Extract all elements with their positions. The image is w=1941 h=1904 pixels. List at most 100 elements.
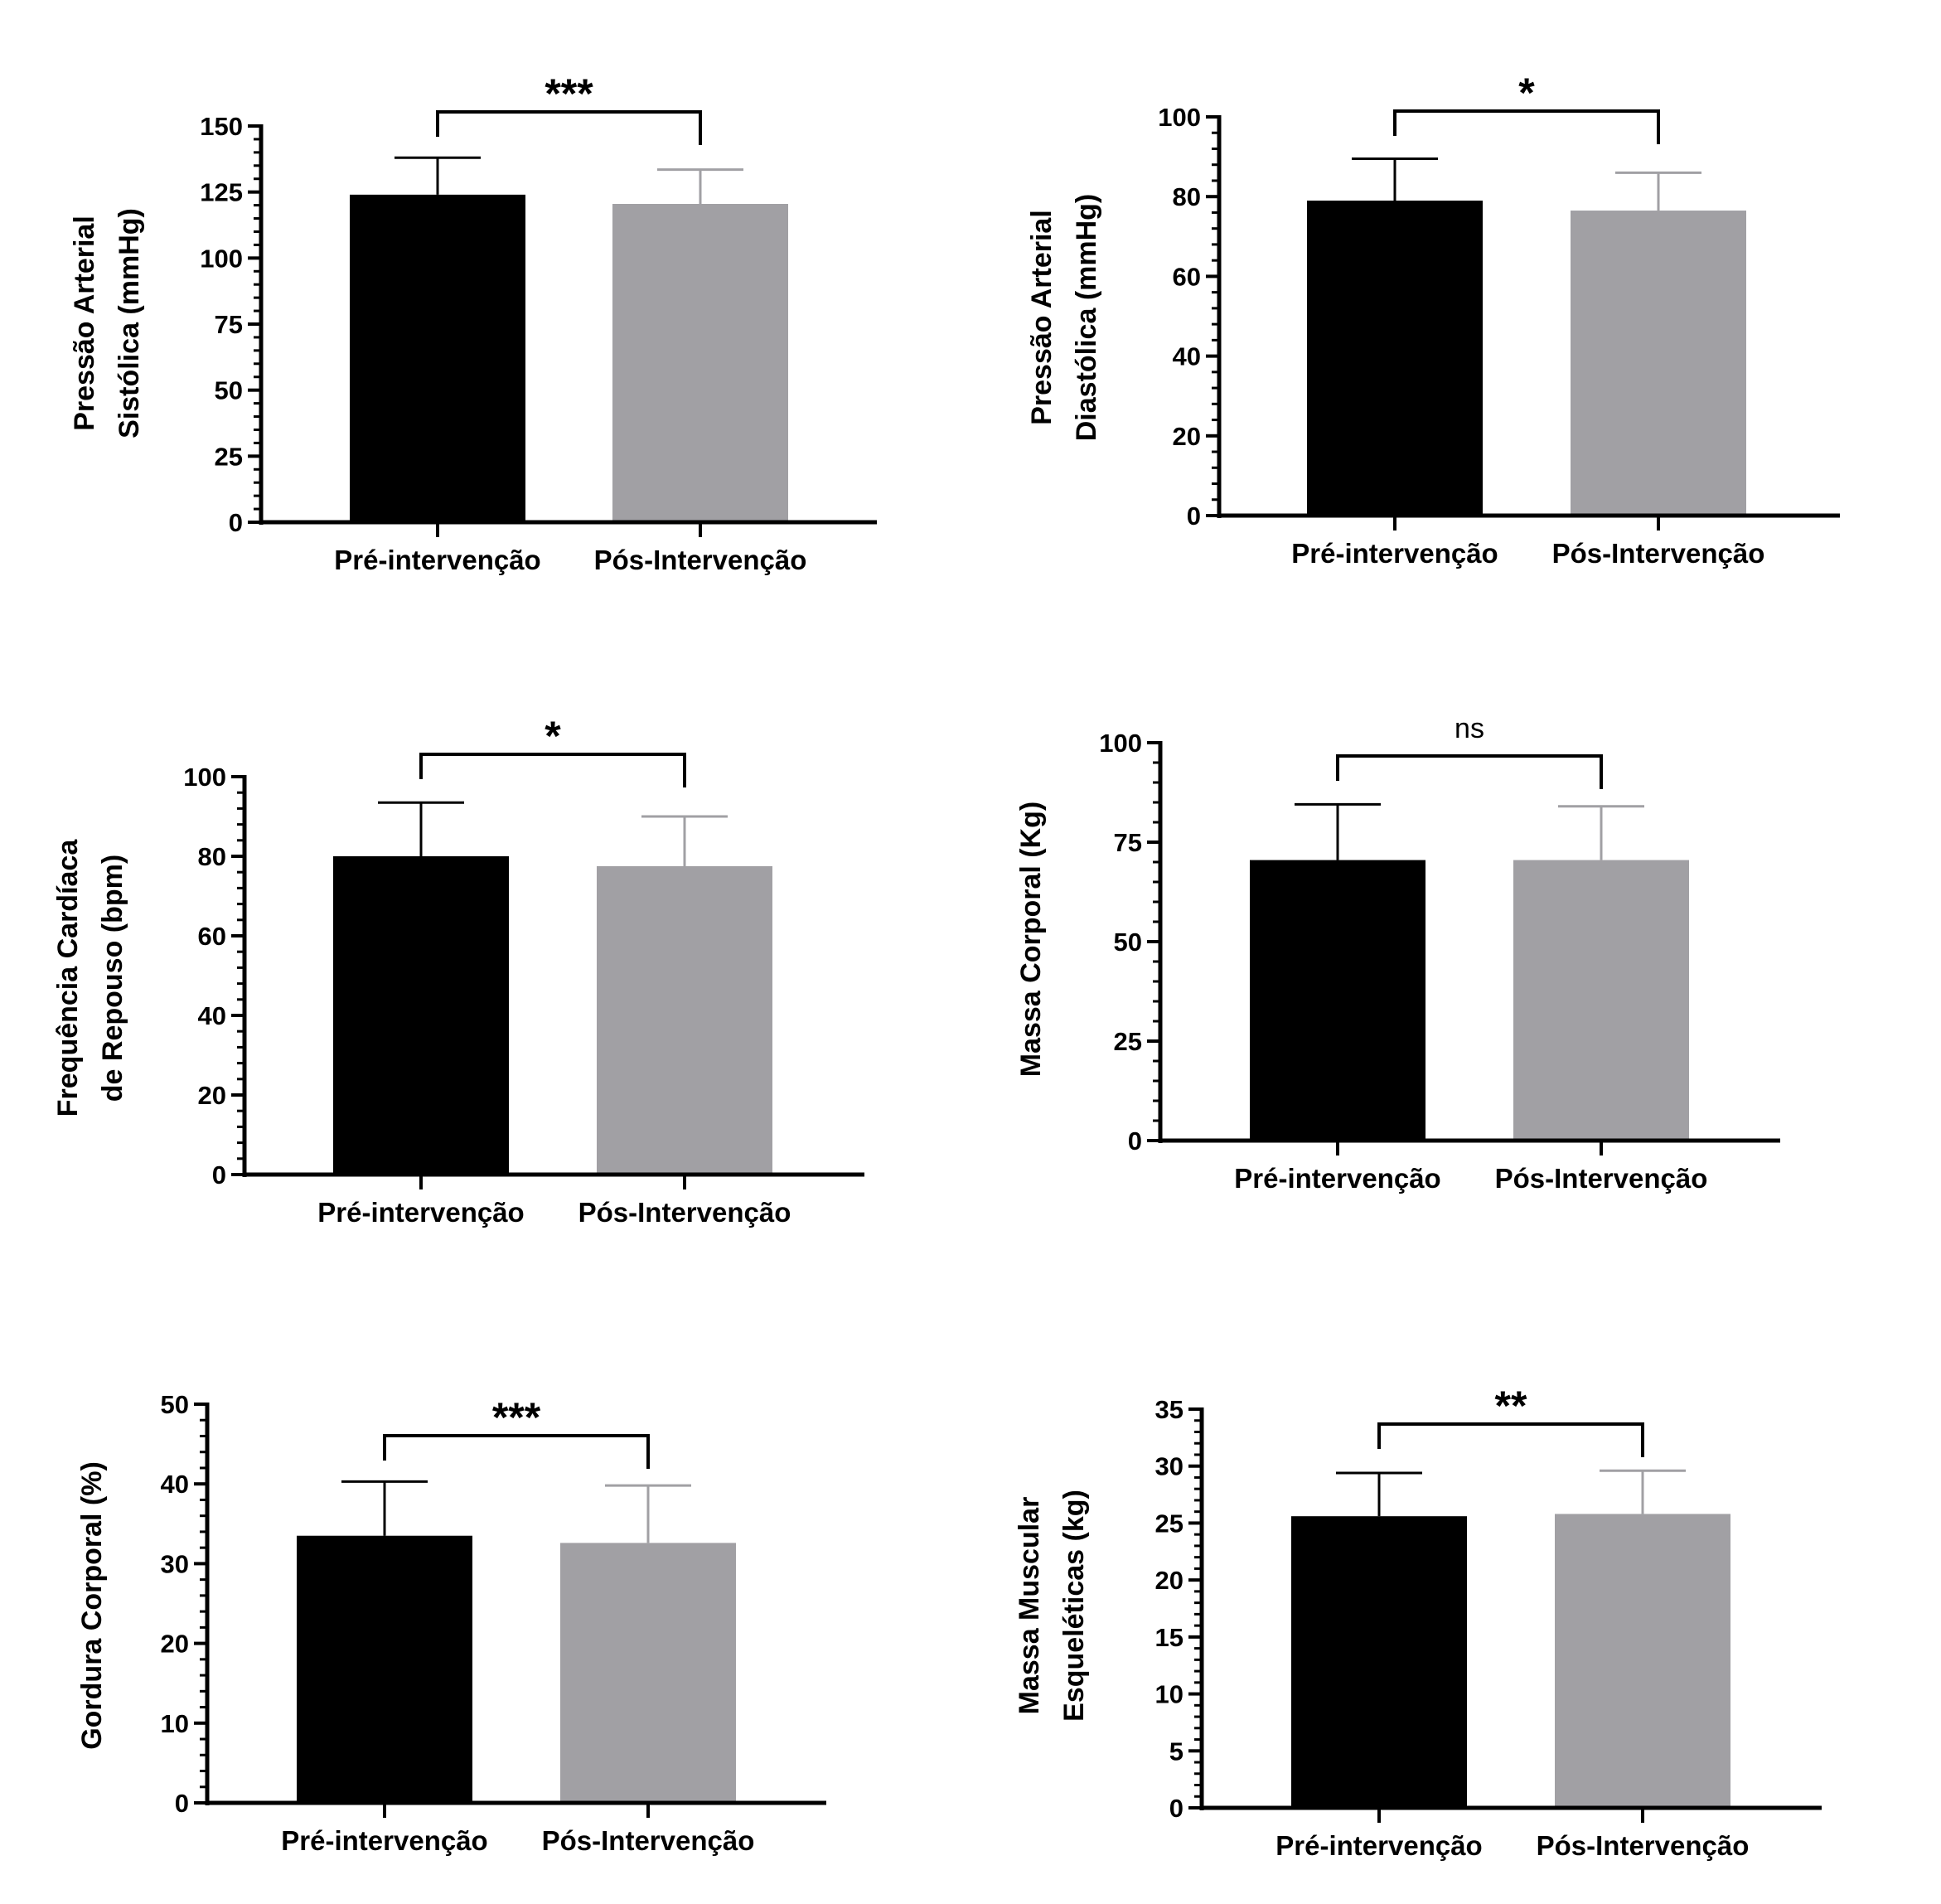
y-tick-label: 20 [1173, 422, 1201, 451]
bar-post [612, 204, 788, 523]
bar-pre [297, 1535, 472, 1803]
y-axis-title: Sistólica (mmHg) [114, 208, 145, 438]
y-tick-label: 75 [215, 310, 243, 339]
y-tick-label: 40 [161, 1470, 189, 1499]
significance-bracket [1377, 1422, 1644, 1457]
error-bar-post [1615, 171, 1701, 211]
bar-post [1513, 860, 1689, 1141]
y-tick-label: 80 [1173, 182, 1201, 211]
x-tick-label: Pré-intervenção [334, 545, 540, 575]
bar-pre [1250, 860, 1425, 1141]
error-bar-post [1600, 1469, 1686, 1514]
significance-bracket [1336, 754, 1603, 789]
error-bar-post [641, 815, 728, 866]
x-tick-label: Pós-Intervenção [594, 545, 807, 575]
y-axis-title: Pressão Arterial [69, 216, 100, 431]
error-bar-pre [1336, 1471, 1422, 1517]
y-tick-label: 30 [1155, 1452, 1183, 1481]
bar-post [1571, 211, 1746, 516]
y-tick-label: 125 [200, 178, 243, 207]
y-axis-title: Esqueléticas (kg) [1058, 1490, 1090, 1722]
error-bar-pre [378, 801, 464, 856]
y-axis-title: Pressão Arterial [1026, 210, 1058, 425]
x-tick-label: Pós-Intervenção [1537, 1830, 1750, 1861]
y-tick-label: 100 [1099, 729, 1142, 758]
error-bar-pre [394, 156, 481, 195]
error-bar-pre [341, 1480, 428, 1536]
y-tick-label: 150 [200, 112, 243, 141]
x-tick-label: Pré-intervenção [1291, 538, 1498, 569]
y-tick-label: 10 [161, 1709, 189, 1738]
y-tick-label: 100 [200, 244, 243, 273]
x-tick-label: Pré-intervenção [1275, 1830, 1482, 1861]
y-tick-label: 0 [1187, 501, 1201, 531]
x-tick-label: Pós-Intervenção [1495, 1163, 1708, 1194]
error-bar-post [657, 168, 743, 205]
significance-bracket [436, 110, 702, 145]
y-tick-label: 50 [215, 376, 243, 405]
y-tick-label: 30 [161, 1549, 189, 1578]
y-tick-label: 5 [1169, 1737, 1183, 1766]
y-tick-label: 0 [229, 508, 243, 537]
y-tick-label: 25 [1114, 1027, 1142, 1056]
significance-label: *** [492, 1394, 541, 1441]
x-tick-label: Pré-intervenção [281, 1825, 487, 1856]
bar-pre [350, 194, 525, 522]
chart-panel-1: 0 25 50 75 100 125 150 Pré-intervenção Pós-Inter… [69, 70, 877, 575]
chart-panel-5: 0 10 20 30 40 50 Pré-intervenção Pós-Intervençã… [76, 1390, 826, 1856]
chart-panel-4: 0 25 50 75 100 Pré-intervenção Pós-Intervenção… [1015, 713, 1780, 1194]
y-tick-label: 0 [1169, 1794, 1183, 1823]
y-tick-label: 10 [1155, 1680, 1183, 1709]
y-tick-label: 60 [1173, 262, 1201, 291]
significance-bracket [383, 1434, 650, 1469]
bar-post [597, 866, 772, 1175]
y-tick-label: 50 [161, 1390, 189, 1419]
y-axis-title: Massa Muscular [1014, 1497, 1045, 1715]
y-axis-title: Frequência Cardíaca [52, 839, 84, 1117]
bar-post [560, 1543, 736, 1803]
y-tick-label: 20 [161, 1630, 189, 1659]
x-tick-label: Pré-intervenção [317, 1197, 524, 1228]
chart-panel-6: 0 5 10 15 20 25 30 35 Pré-intervenção Pós-Interve… [1014, 1383, 1822, 1861]
y-tick-label: 50 [1114, 928, 1142, 957]
y-tick-label: 80 [198, 842, 226, 871]
y-tick-label: 100 [183, 763, 226, 792]
y-tick-label: 0 [175, 1789, 189, 1818]
significance-label: * [1518, 70, 1535, 116]
bar-pre [333, 856, 509, 1175]
error-bar-pre [1352, 157, 1438, 201]
significance-label: *** [545, 70, 593, 117]
y-tick-label: 40 [198, 1001, 226, 1030]
bar-pre [1307, 201, 1483, 516]
y-axis-title: de Repouso (bpm) [97, 855, 128, 1102]
significance-bracket [1393, 109, 1660, 144]
y-tick-label: 60 [198, 922, 226, 951]
y-tick-label: 75 [1114, 828, 1142, 857]
x-tick-label: Pós-Intervenção [578, 1197, 791, 1228]
error-bar-post [1558, 805, 1644, 860]
x-tick-label: Pós-Intervenção [1552, 538, 1765, 569]
x-tick-label: Pós-Intervenção [542, 1825, 755, 1856]
significance-label: ** [1495, 1383, 1527, 1429]
chart-panel-3: 0 20 40 60 80 100 Pré-intervenção Pós-Intervenç… [52, 713, 864, 1228]
chart-panel-2: 0 20 40 60 80 100 Pré-intervenção Pós-Intervenç… [1026, 70, 1840, 569]
significance-label: * [545, 713, 561, 759]
bar-post [1555, 1514, 1730, 1808]
bar-pre [1291, 1516, 1467, 1808]
y-tick-label: 100 [1158, 103, 1201, 132]
y-tick-label: 0 [212, 1160, 226, 1189]
error-bar-pre [1295, 802, 1381, 860]
y-tick-label: 35 [1155, 1395, 1183, 1424]
y-axis-title: Gordura Corporal (%) [76, 1461, 108, 1750]
x-tick-label: Pré-intervenção [1234, 1163, 1440, 1194]
y-axis-title: Diastólica (mmHg) [1071, 194, 1102, 442]
y-axis-title: Massa Corporal (Kg) [1015, 802, 1047, 1078]
y-tick-label: 25 [1155, 1509, 1183, 1538]
significance-bracket [419, 753, 686, 787]
y-tick-label: 20 [1155, 1566, 1183, 1595]
y-tick-label: 15 [1155, 1623, 1183, 1652]
y-tick-label: 20 [198, 1081, 226, 1110]
y-tick-label: 0 [1128, 1126, 1142, 1155]
error-bar-post [605, 1484, 691, 1543]
